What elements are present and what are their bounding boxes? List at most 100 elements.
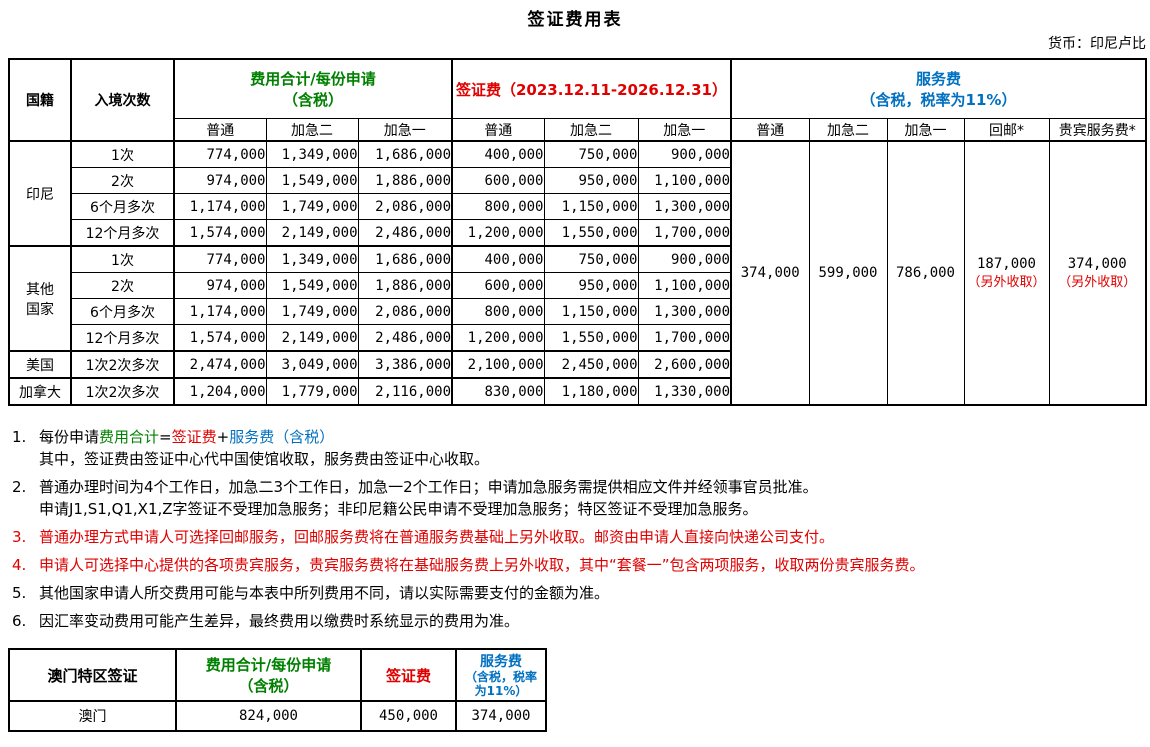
note-item-3: 3. 普通办理方式申请人可选择回邮服务，回邮服务费将在普通服务费基础上另外收取。…: [12, 526, 1142, 548]
fee-cell: 950,000: [543, 272, 639, 299]
currency-label: 货币：印尼卢比: [1048, 36, 1146, 52]
note-item-6: 6. 因汇率变动费用可能产生差异，最终费用以缴费时系统显示的费用为准。: [12, 610, 1142, 632]
fee-cell: 1,700,000: [637, 324, 732, 352]
fee-cell: 2,116,000: [357, 377, 453, 406]
nationality-cell: 其他 国家: [8, 245, 72, 352]
page-title: 签证费用表: [527, 10, 623, 30]
fee-cell: 1,779,000: [265, 377, 359, 406]
fee-cell: 1,550,000: [543, 219, 639, 247]
header-entry-count: 入境次数: [70, 58, 175, 142]
subheader-service-jiaji-yi: 加急一: [886, 118, 965, 142]
fee-cell: 974,000: [173, 167, 267, 194]
fee-cell: 950,000: [543, 167, 639, 194]
note-segment-total-fee: 费用合计: [99, 428, 160, 446]
header-nationality: 国籍: [8, 58, 72, 142]
fee-cell: 750,000: [543, 140, 639, 168]
fee-cell: 1,749,000: [265, 298, 359, 325]
subheader-visa-jiaji-er: 加急二: [543, 118, 639, 142]
fee-cell: 800,000: [451, 298, 545, 325]
note-line: 普通办理时间为4个工作日，加急二3个工作日，加急一2个工作日；申请加急服务需提供…: [39, 478, 818, 496]
fee-cell: 1,174,000: [173, 193, 267, 220]
macau-service-cell: 374,000: [455, 700, 547, 732]
fee-cell: 1,180,000: [543, 377, 639, 406]
fee-cell: 774,000: [173, 140, 267, 168]
note-number: 2.: [12, 478, 27, 496]
fee-cell: 900,000: [637, 140, 732, 168]
entry-count-cell: 6个月多次: [70, 298, 175, 325]
note-number: 5.: [12, 584, 27, 602]
fee-cell: 900,000: [637, 245, 732, 273]
note-number: 4.: [12, 556, 27, 574]
fee-cell: 1,300,000: [637, 193, 732, 220]
macau-header-visa-fee: 签证费: [360, 648, 457, 702]
fee-cell: 974,000: [173, 272, 267, 299]
service-fee-jiaji-yi-cell: 786,000: [886, 140, 965, 406]
subheader-return-mail: 回邮*: [963, 118, 1050, 142]
note-segment-service-fee: 服务费（含税）: [229, 428, 335, 446]
subheader-visa-putong: 普通: [451, 118, 545, 142]
note-text: 其他国家申请人所交费用可能与本表中所列费用不同，请以实际需要支付的金额为准。: [39, 584, 610, 602]
table-row: 2次 974,000 1,549,000 1,886,000 600,000 9…: [9, 272, 1146, 299]
macau-service-fee-line1: 服务费: [480, 654, 522, 670]
subheader-total-putong: 普通: [173, 118, 267, 142]
fee-cell: 1,886,000: [357, 167, 453, 194]
fee-cell: 600,000: [451, 272, 545, 299]
fee-cell: 1,100,000: [637, 272, 732, 299]
fee-cell: 800,000: [451, 193, 545, 220]
macau-service-fee-line2: （含税，税率为11%）: [464, 670, 537, 698]
subheader-total-jiaji-er: 加急二: [265, 118, 359, 142]
note-item-5: 5. 其他国家申请人所交费用可能与本表中所列费用不同，请以实际需要支付的金额为准…: [12, 582, 1142, 604]
fee-cell: 750,000: [543, 245, 639, 273]
fee-cell: 1,200,000: [451, 219, 545, 247]
service-fee-jiaji-er-cell: 599,000: [808, 140, 888, 406]
fee-cell: 830,000: [451, 377, 545, 406]
note-text: 普通办理时间为4个工作日，加急二3个工作日，加急一2个工作日；申请加急服务需提供…: [39, 476, 1142, 520]
note-number: 6.: [12, 612, 27, 630]
table-row: 其他 国家 1次 774,000 1,349,000 1,686,000 400…: [8, 245, 1146, 352]
notes-section: 1. 每份申请费用合计=签证费+服务费（含税） 其中，签证费由签证中心代中国使馆…: [12, 426, 1142, 632]
table-row: 12个月多次 1,574,000 2,149,000 2,486,000 1,2…: [9, 219, 1146, 247]
note-text: 因汇率变动费用可能产生差异，最终费用以缴费时系统显示的费用为准。: [39, 612, 520, 630]
fee-cell: 2,450,000: [543, 350, 639, 379]
note-segment: =: [159, 428, 172, 446]
macau-header-service-fee: 服务费 （含税，税率为11%）: [455, 648, 547, 702]
entry-count-cell: 1次2次多次: [70, 377, 175, 406]
fee-cell: 1,700,000: [637, 219, 732, 247]
subheader-total-jiaji-yi: 加急一: [357, 118, 453, 142]
fee-cell: 2,486,000: [357, 324, 453, 352]
fee-cell: 1,574,000: [173, 219, 267, 247]
header-visa-fee: 签证费（2023.12.11-2026.12.31）: [451, 58, 732, 119]
fee-cell: 1,549,000: [265, 167, 359, 194]
entry-count-cell: 1次2次多次: [70, 350, 175, 379]
subheader-vip-service: 贵宾服务费*: [1048, 118, 1147, 142]
entry-count-cell: 1次: [70, 245, 175, 273]
note-segment: +: [216, 428, 230, 446]
fee-cell: 600,000: [451, 167, 545, 194]
fee-cell: 2,100,000: [451, 350, 545, 379]
fee-cell: 3,386,000: [357, 350, 453, 379]
note-item-1: 1. 每份申请费用合计=签证费+服务费（含税） 其中，签证费由签证中心代中国使馆…: [12, 426, 1142, 470]
fee-cell: 1,150,000: [543, 193, 639, 220]
fee-cell: 1,550,000: [543, 324, 639, 352]
note-text: 普通办理方式申请人可选择回邮服务，回邮服务费将在普通服务费基础上另外收取。邮资由…: [39, 528, 835, 546]
table-row: 6个月多次 1,174,000 1,749,000 2,086,000 800,…: [9, 193, 1146, 220]
macau-header-title: 澳门特区签证: [8, 648, 177, 702]
note-text: 申请人可选择中心提供的各项贵宾服务，贵宾服务费将在基础服务费上另外收取，其中“套…: [39, 556, 925, 574]
return-mail-note: （另外收取）: [967, 275, 1046, 290]
entry-count-cell: 6个月多次: [70, 193, 175, 220]
fee-cell: 1,886,000: [357, 272, 453, 299]
fee-cell: 1,686,000: [357, 245, 453, 273]
table-row: 加拿大 1次2次多次 1,204,000 1,779,000 2,116,000…: [8, 377, 1146, 406]
subheader-service-jiaji-er: 加急二: [808, 118, 888, 142]
subheader-visa-jiaji-yi: 加急一: [637, 118, 732, 142]
fee-cell: 400,000: [451, 140, 545, 168]
fee-cell: 1,174,000: [173, 298, 267, 325]
service-fee-putong-cell: 374,000: [730, 140, 810, 406]
macau-visa-cell: 450,000: [360, 700, 457, 732]
entry-count-cell: 12个月多次: [70, 324, 175, 352]
fee-cell: 1,200,000: [451, 324, 545, 352]
fee-cell: 1,150,000: [543, 298, 639, 325]
note-item-2: 2. 普通办理时间为4个工作日，加急二3个工作日，加急一2个工作日；申请加急服务…: [12, 476, 1142, 520]
entry-count-cell: 2次: [70, 167, 175, 194]
return-mail-amount: 187,000: [976, 256, 1036, 272]
